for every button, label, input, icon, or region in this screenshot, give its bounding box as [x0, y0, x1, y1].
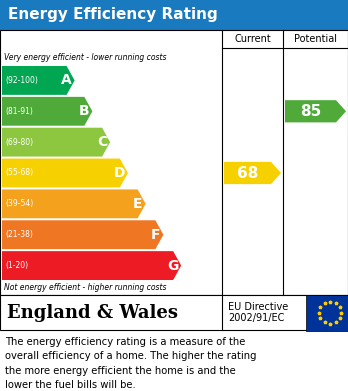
Polygon shape — [224, 162, 281, 184]
Text: D: D — [113, 166, 125, 180]
Polygon shape — [2, 189, 146, 218]
Text: The energy efficiency rating is a measure of the
overall efficiency of a home. T: The energy efficiency rating is a measur… — [5, 337, 256, 390]
Polygon shape — [2, 66, 74, 95]
Polygon shape — [2, 97, 92, 126]
Text: 85: 85 — [300, 104, 321, 119]
Text: (55-68): (55-68) — [5, 169, 33, 178]
Text: F: F — [151, 228, 160, 242]
Text: Current: Current — [234, 34, 271, 44]
Bar — [306, 294, 348, 330]
Text: Not energy efficient - higher running costs: Not energy efficient - higher running co… — [4, 283, 166, 292]
Text: (39-54): (39-54) — [5, 199, 33, 208]
Text: B: B — [79, 104, 89, 118]
Text: EU Directive: EU Directive — [228, 303, 288, 312]
Text: E: E — [133, 197, 143, 211]
Text: Energy Efficiency Rating: Energy Efficiency Rating — [8, 7, 218, 23]
Polygon shape — [285, 100, 346, 122]
Text: 2002/91/EC: 2002/91/EC — [228, 314, 284, 323]
Text: (81-91): (81-91) — [5, 107, 33, 116]
Text: England & Wales: England & Wales — [7, 303, 178, 321]
Text: C: C — [97, 135, 107, 149]
Text: (69-80): (69-80) — [5, 138, 33, 147]
Text: (21-38): (21-38) — [5, 230, 33, 239]
Text: Very energy efficient - lower running costs: Very energy efficient - lower running co… — [4, 52, 166, 61]
Bar — [0, 0, 348, 30]
Text: Potential: Potential — [294, 34, 337, 44]
Polygon shape — [2, 251, 181, 280]
Text: (1-20): (1-20) — [5, 261, 28, 270]
Polygon shape — [2, 128, 110, 156]
Text: 68: 68 — [237, 165, 258, 181]
Polygon shape — [2, 159, 128, 187]
Bar — [0, 30, 348, 295]
Text: G: G — [167, 258, 178, 273]
Text: A: A — [61, 74, 72, 88]
Bar — [0, 295, 348, 330]
Polygon shape — [2, 220, 164, 249]
Text: (92-100): (92-100) — [5, 76, 38, 85]
